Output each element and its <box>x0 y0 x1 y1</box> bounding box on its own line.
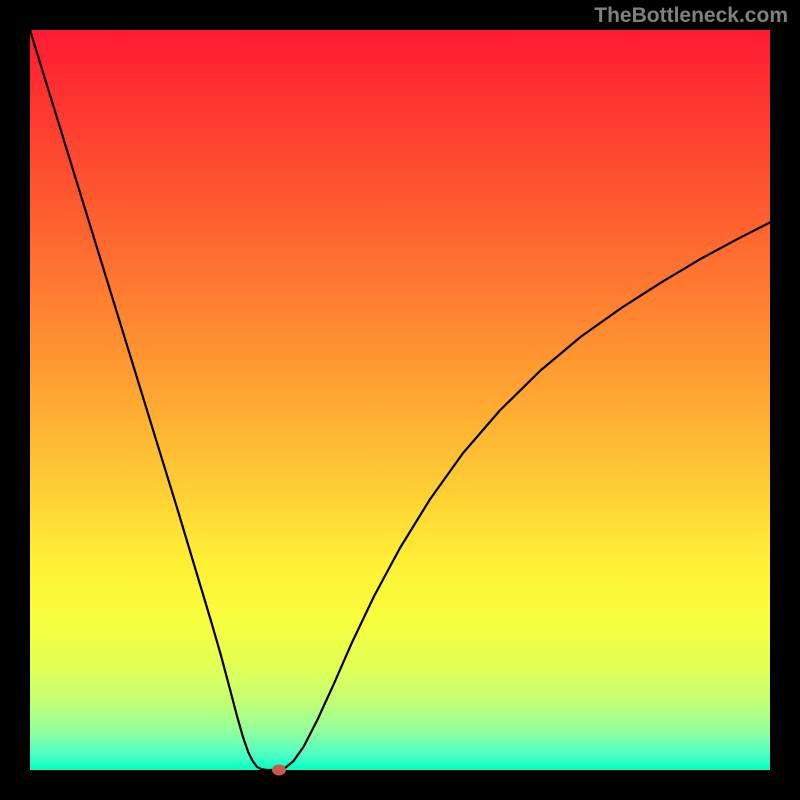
watermark-text: TheBottleneck.com <box>594 4 788 28</box>
plot-area <box>30 30 770 770</box>
bottleneck-curve <box>30 30 770 770</box>
min-point-marker <box>272 765 286 776</box>
